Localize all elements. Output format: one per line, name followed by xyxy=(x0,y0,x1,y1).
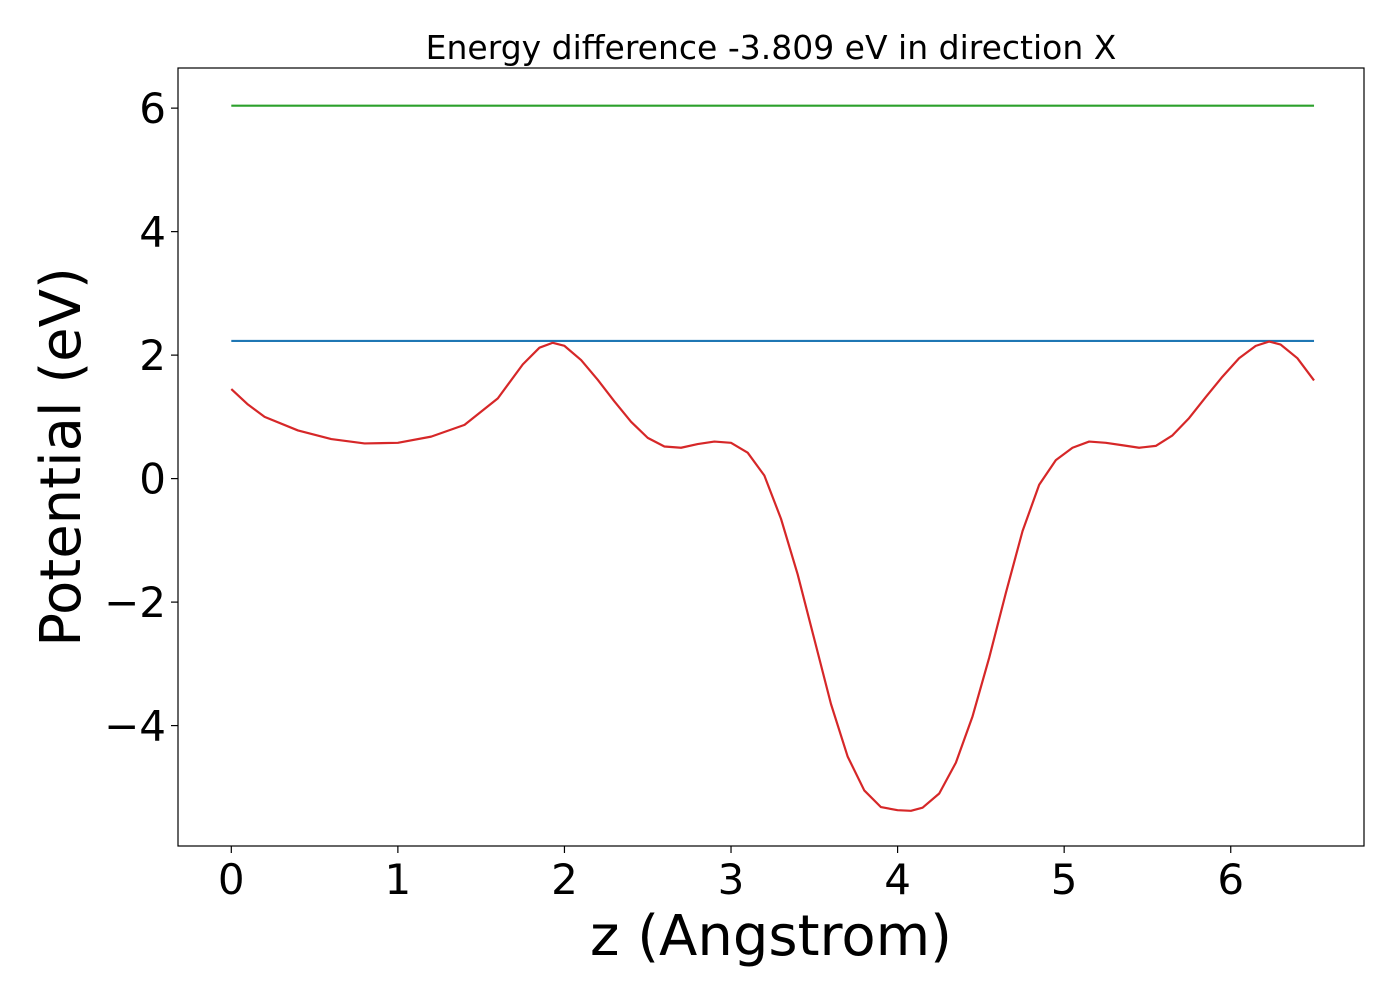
y-tick-label: −4 xyxy=(104,702,166,751)
series-lines xyxy=(230,104,1315,812)
y-tick-label: 6 xyxy=(139,84,166,133)
x-tick-label: 6 xyxy=(1217,855,1244,904)
y-tick-label: 2 xyxy=(139,331,166,380)
y-axis-ticks: −4 −2 0 2 4 6 xyxy=(104,84,178,751)
x-tick-label: 4 xyxy=(884,855,911,904)
y-tick-label: 0 xyxy=(139,455,166,504)
x-tick-label: 0 xyxy=(218,855,245,904)
y-tick-label: 4 xyxy=(139,208,166,257)
series-line-2 xyxy=(230,340,1315,812)
y-tick-label: −2 xyxy=(104,578,166,627)
x-tick-label: 2 xyxy=(551,855,578,904)
x-tick-label: 1 xyxy=(385,855,412,904)
y-axis-label: Potential (eV) xyxy=(29,267,94,647)
x-tick-label: 5 xyxy=(1051,855,1078,904)
plot-frame xyxy=(177,67,1365,847)
x-tick-label: 3 xyxy=(718,855,745,904)
x-axis-label: z (Angstrom) xyxy=(590,904,952,969)
chart-title: Energy difference -3.809 eV in direction… xyxy=(426,28,1117,67)
x-axis-ticks: 0 1 2 3 4 5 6 xyxy=(218,846,1244,904)
